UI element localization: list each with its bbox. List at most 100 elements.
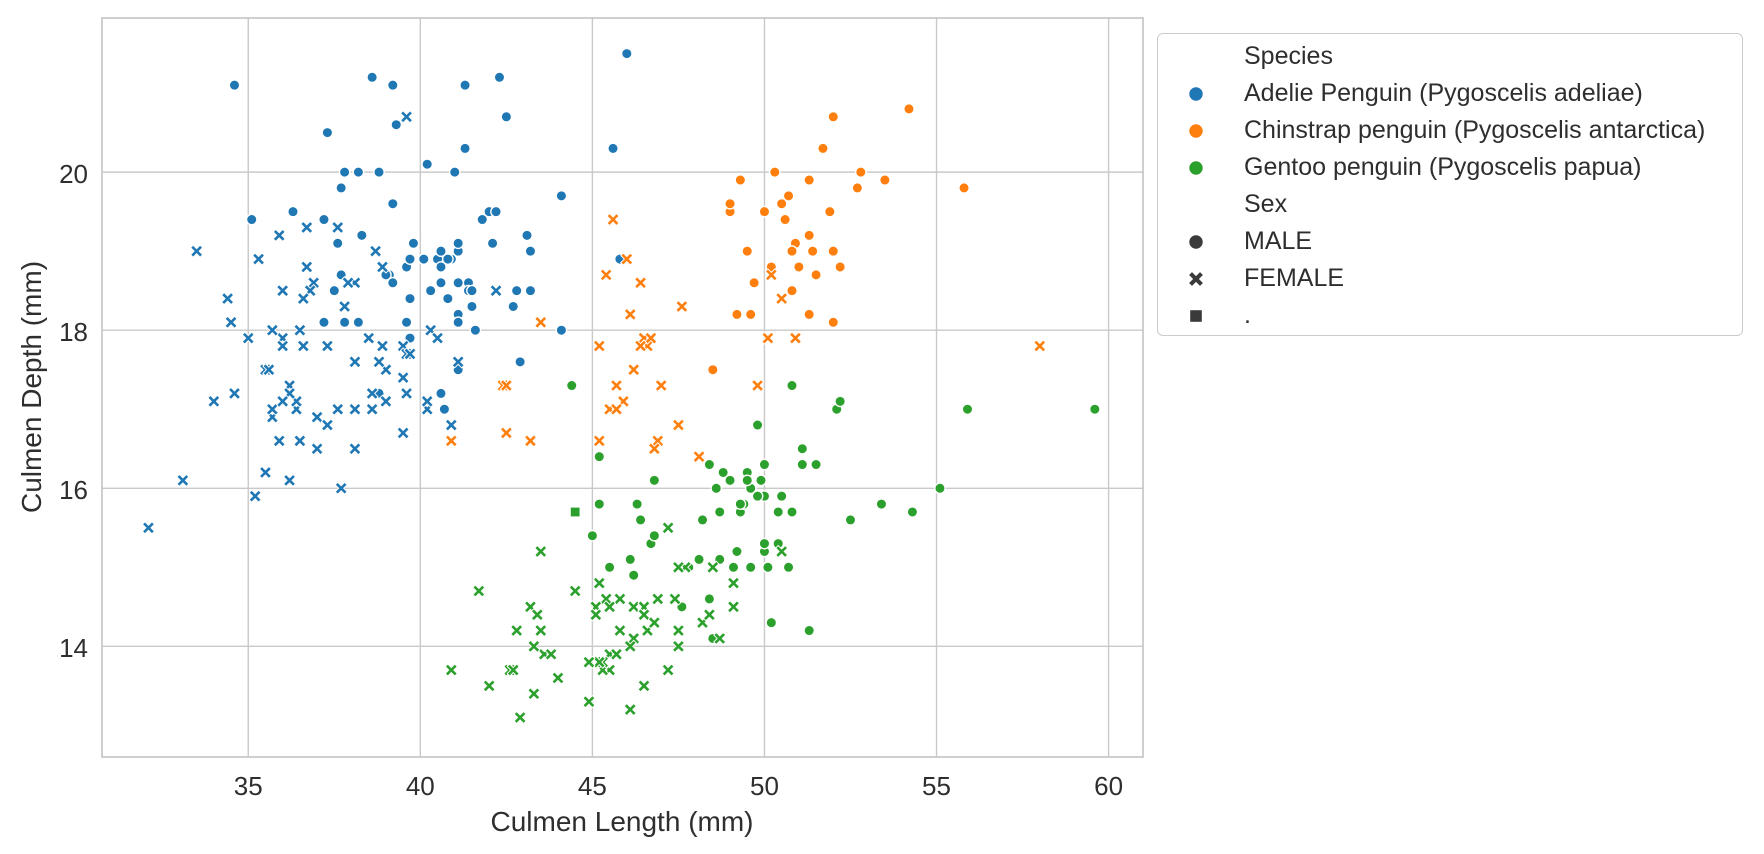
data-point bbox=[786, 506, 798, 518]
chinstrap-circle-marker-icon bbox=[1158, 121, 1234, 141]
data-point bbox=[934, 482, 946, 495]
data-point bbox=[774, 291, 789, 306]
data-point bbox=[375, 339, 390, 353]
data-point bbox=[1033, 339, 1047, 353]
data-point bbox=[668, 592, 682, 606]
x-tick-label-35: 35 bbox=[233, 771, 263, 801]
data-point bbox=[466, 300, 478, 313]
data-point bbox=[786, 245, 798, 258]
data-point bbox=[627, 569, 640, 582]
data-point bbox=[452, 237, 465, 250]
data-point bbox=[534, 315, 548, 329]
data-point bbox=[551, 671, 565, 685]
data-point bbox=[803, 624, 816, 637]
data-point bbox=[544, 647, 558, 661]
data-point bbox=[228, 79, 241, 92]
legend-item-male: MALE bbox=[1158, 223, 1742, 260]
data-point bbox=[758, 537, 771, 550]
x-tick-label-55: 55 bbox=[922, 771, 951, 801]
data-point bbox=[634, 513, 647, 526]
data-point bbox=[482, 679, 496, 693]
legend-sex-title: Sex bbox=[1244, 190, 1288, 218]
data-point bbox=[500, 110, 513, 123]
data-point bbox=[569, 506, 581, 518]
data-point bbox=[713, 631, 727, 646]
data-point bbox=[386, 197, 399, 210]
data-point bbox=[1088, 403, 1101, 416]
data-point bbox=[373, 166, 385, 179]
data-point bbox=[758, 458, 771, 471]
data-point bbox=[372, 355, 386, 369]
data-point bbox=[671, 639, 686, 654]
data-point bbox=[275, 339, 290, 353]
data-point bbox=[693, 553, 705, 566]
data-point bbox=[310, 410, 324, 424]
data-point bbox=[527, 687, 541, 701]
data-point bbox=[404, 292, 416, 305]
data-point bbox=[396, 370, 410, 385]
data-point bbox=[631, 498, 644, 510]
data-point bbox=[534, 544, 548, 559]
y-tick-label-18: 18 bbox=[59, 317, 88, 348]
data-point bbox=[764, 268, 779, 282]
data-point bbox=[589, 608, 603, 622]
data-point bbox=[262, 363, 276, 377]
data-point bbox=[176, 473, 190, 488]
data-point bbox=[321, 126, 334, 139]
data-point bbox=[331, 237, 344, 250]
data-point bbox=[772, 506, 785, 518]
data-point bbox=[352, 166, 365, 179]
data-point bbox=[272, 434, 286, 448]
data-point bbox=[648, 529, 661, 542]
gentoo-circle-marker-icon bbox=[1158, 158, 1234, 178]
data-point bbox=[310, 442, 324, 456]
legend-item-label: MALE bbox=[1244, 227, 1313, 255]
data-point bbox=[435, 261, 447, 273]
legend-item-dot: . bbox=[1158, 297, 1742, 334]
data-point bbox=[362, 331, 376, 345]
data-point bbox=[207, 394, 221, 409]
data-point bbox=[582, 655, 596, 669]
data-point bbox=[527, 639, 541, 654]
data-point bbox=[851, 182, 864, 194]
data-point bbox=[396, 426, 410, 440]
data-point bbox=[637, 679, 651, 693]
y-axis-label: Culmen Depth (mm) bbox=[16, 260, 47, 514]
data-point bbox=[318, 213, 330, 226]
data-point bbox=[403, 347, 417, 361]
data-point bbox=[906, 506, 919, 518]
data-point bbox=[613, 592, 627, 606]
data-point bbox=[320, 339, 335, 353]
data-point bbox=[661, 521, 675, 535]
data-point bbox=[399, 110, 414, 124]
data-point bbox=[365, 402, 379, 416]
legend-species-title: Species bbox=[1244, 42, 1333, 70]
legend-title-sex: Sex bbox=[1158, 186, 1742, 223]
data-point bbox=[386, 79, 399, 92]
data-point bbox=[241, 331, 255, 345]
data-point bbox=[430, 331, 445, 345]
data-point bbox=[355, 229, 368, 242]
data-point bbox=[796, 458, 809, 471]
data-point bbox=[296, 339, 310, 353]
data-point bbox=[620, 47, 633, 60]
data-point bbox=[761, 561, 774, 574]
data-point bbox=[786, 379, 798, 392]
data-point bbox=[293, 434, 307, 448]
data-point bbox=[510, 623, 524, 638]
data-point bbox=[513, 710, 527, 725]
legend-title-species: Species bbox=[1158, 38, 1742, 75]
data-point bbox=[603, 561, 616, 574]
data-point bbox=[407, 237, 420, 250]
data-point bbox=[338, 166, 351, 179]
data-point bbox=[248, 489, 262, 503]
data-point bbox=[499, 378, 514, 393]
data-point bbox=[803, 229, 816, 242]
data-point bbox=[510, 284, 523, 297]
data-point bbox=[810, 458, 822, 471]
data-point bbox=[731, 545, 743, 558]
legend: Species Adelie Penguin (Pygoscelis adeli… bbox=[1157, 33, 1743, 336]
data-point bbox=[417, 253, 430, 265]
data-point bbox=[582, 694, 596, 709]
